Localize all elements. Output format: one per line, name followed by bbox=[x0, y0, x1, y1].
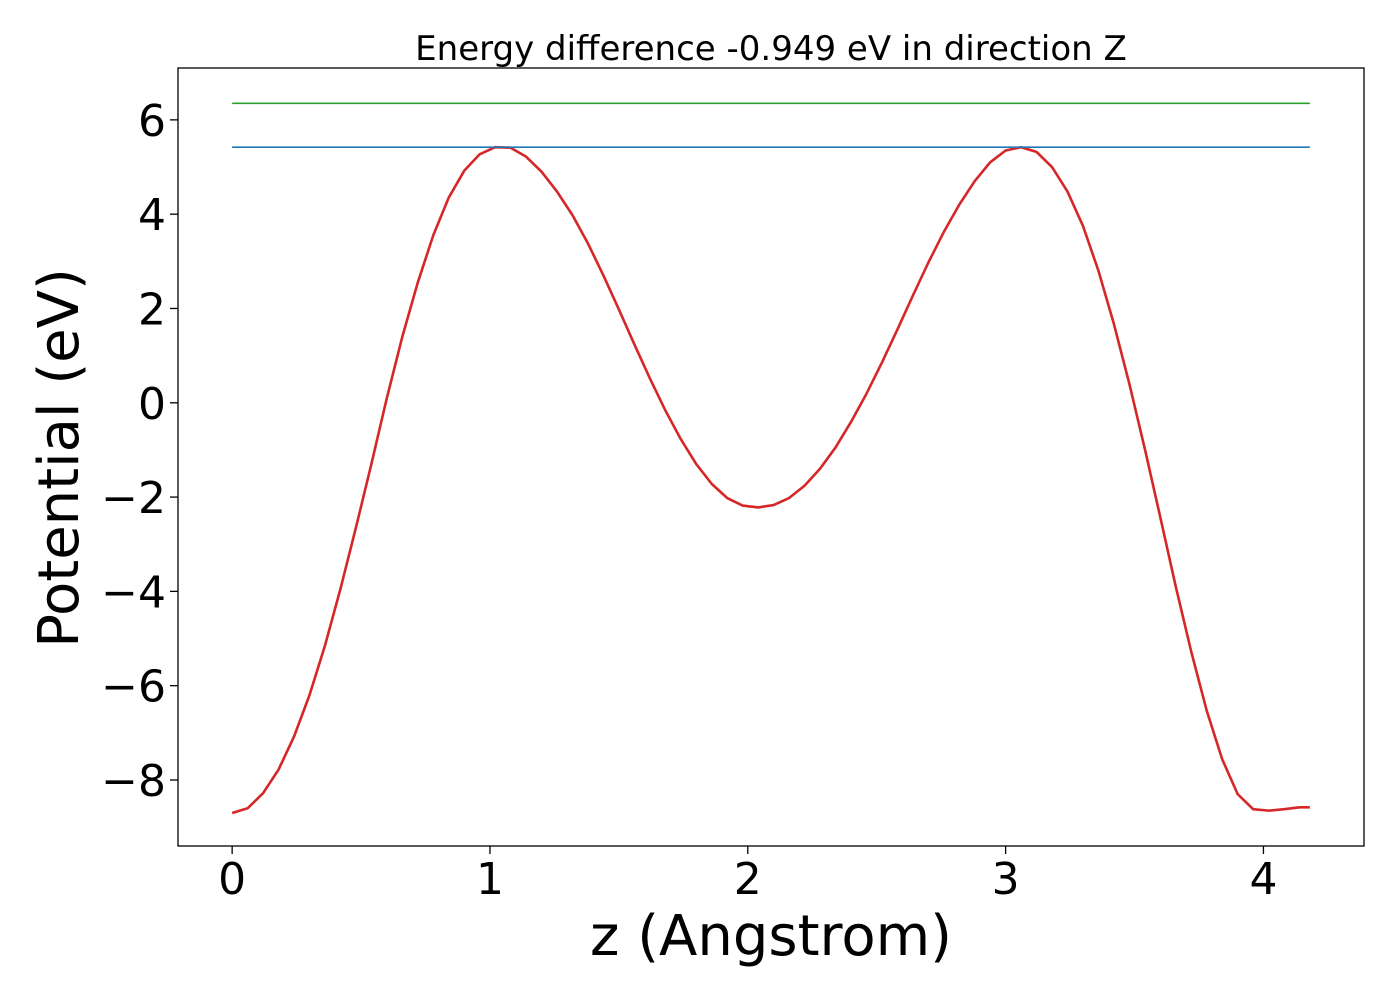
y-axis: −8 −6 −4 −2 0 2 4 6 bbox=[101, 96, 178, 807]
x-tick-label: 4 bbox=[1249, 854, 1277, 905]
y-tick-label: −2 bbox=[101, 473, 166, 524]
series-line-0 bbox=[231, 145, 1310, 815]
y-tick-label: −4 bbox=[101, 567, 166, 618]
y-tick-label: 2 bbox=[138, 284, 166, 335]
y-tick-label: −6 bbox=[101, 662, 166, 713]
series-layer bbox=[231, 102, 1310, 815]
y-tick-label: 0 bbox=[138, 379, 166, 430]
x-axis: 0 1 2 3 4 bbox=[218, 846, 1277, 905]
x-tick-label: 3 bbox=[992, 854, 1020, 905]
x-axis-title: z (Angstrom) bbox=[590, 904, 952, 969]
y-axis-title: Potential (eV) bbox=[27, 268, 92, 648]
chart-title: Energy difference -0.949 eV in direction… bbox=[415, 29, 1127, 69]
y-tick-label: −8 bbox=[101, 756, 166, 807]
x-tick-label: 0 bbox=[218, 854, 246, 905]
x-tick-label: 1 bbox=[476, 854, 504, 905]
plot-frame bbox=[177, 67, 1365, 847]
y-tick-label: 4 bbox=[138, 190, 166, 241]
x-tick-label: 2 bbox=[734, 854, 762, 905]
y-tick-label: 6 bbox=[138, 96, 166, 147]
